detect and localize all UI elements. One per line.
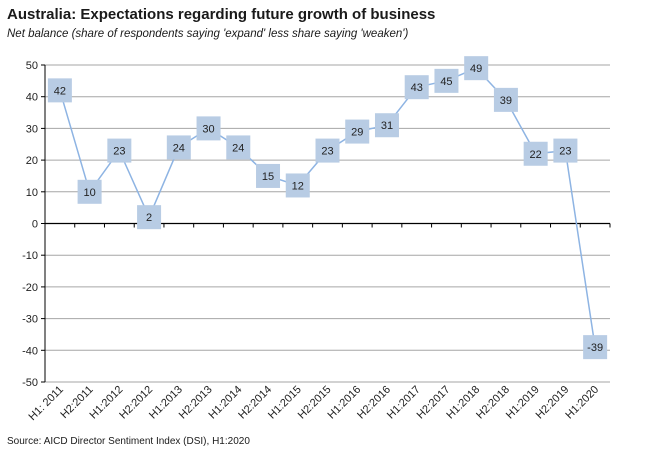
data-point [434,68,459,93]
data-point [404,75,429,100]
x-tick-label: H1: 2011 [27,384,66,423]
y-tick-label: -50 [22,377,38,389]
x-tick-labels: H1: 2011H2:2011H1:2012H2:2012H1:2013H2:2… [27,384,602,423]
y-tick-labels: 50 40 30 20 10 0 -10 -20 -30 -40 -50 [22,60,38,389]
data-point [226,135,251,160]
data-label: 24 [232,142,244,154]
data-label: 10 [83,187,95,199]
data-label: 2 [146,212,152,224]
x-tick-label: H1:2020 [563,384,601,422]
data-markers: 42 10 23 2 24 30 24 15 12 23 29 31 43 45 49 39 22 23 -39 [47,56,608,360]
y-tick-label: 50 [26,60,38,72]
y-tick-label: -20 [22,282,38,294]
data-point [77,179,102,204]
data-label: 23 [559,146,571,158]
data-point [553,138,578,163]
data-label: 31 [381,120,393,132]
data-point [107,138,132,163]
data-label: 29 [351,127,363,139]
data-point [47,78,72,103]
y-tick-label: -30 [22,314,38,326]
chart-title: Australia: Expectations regarding future… [7,6,436,23]
data-label: 30 [202,123,214,135]
y-tick-label: 10 [26,187,38,199]
y-tick-label: 0 [32,219,38,231]
data-point [256,163,281,188]
data-label: 23 [113,146,125,158]
data-point [345,119,370,144]
source-note: Source: AICD Director Sentiment Index (D… [7,436,250,447]
axes [41,64,611,383]
data-label: 22 [530,149,542,161]
data-label: 24 [173,142,185,154]
data-label: 43 [411,82,423,94]
data-point [196,116,221,141]
data-label: 23 [321,146,333,158]
data-point [523,141,548,166]
data-point [493,87,518,112]
data-label: 12 [292,180,304,192]
y-tick-label: 40 [26,92,38,104]
data-point [166,135,191,160]
y-tick-label: 20 [26,155,38,167]
data-label: 39 [500,95,512,107]
chart-subtitle: Net balance (share of respondents saying… [7,28,409,40]
data-point [137,205,162,230]
data-label: 42 [54,85,66,97]
y-tick-label: -10 [22,250,38,262]
data-point [315,138,340,163]
y-tick-label: -40 [22,345,38,357]
data-label: -39 [587,342,603,354]
data-label: 15 [262,171,274,183]
data-point [583,335,608,360]
data-point [464,56,489,81]
data-point [285,173,310,198]
y-tick-label: 30 [26,123,38,135]
data-label: 45 [440,76,452,88]
data-point [374,113,399,138]
data-label: 49 [470,63,482,75]
